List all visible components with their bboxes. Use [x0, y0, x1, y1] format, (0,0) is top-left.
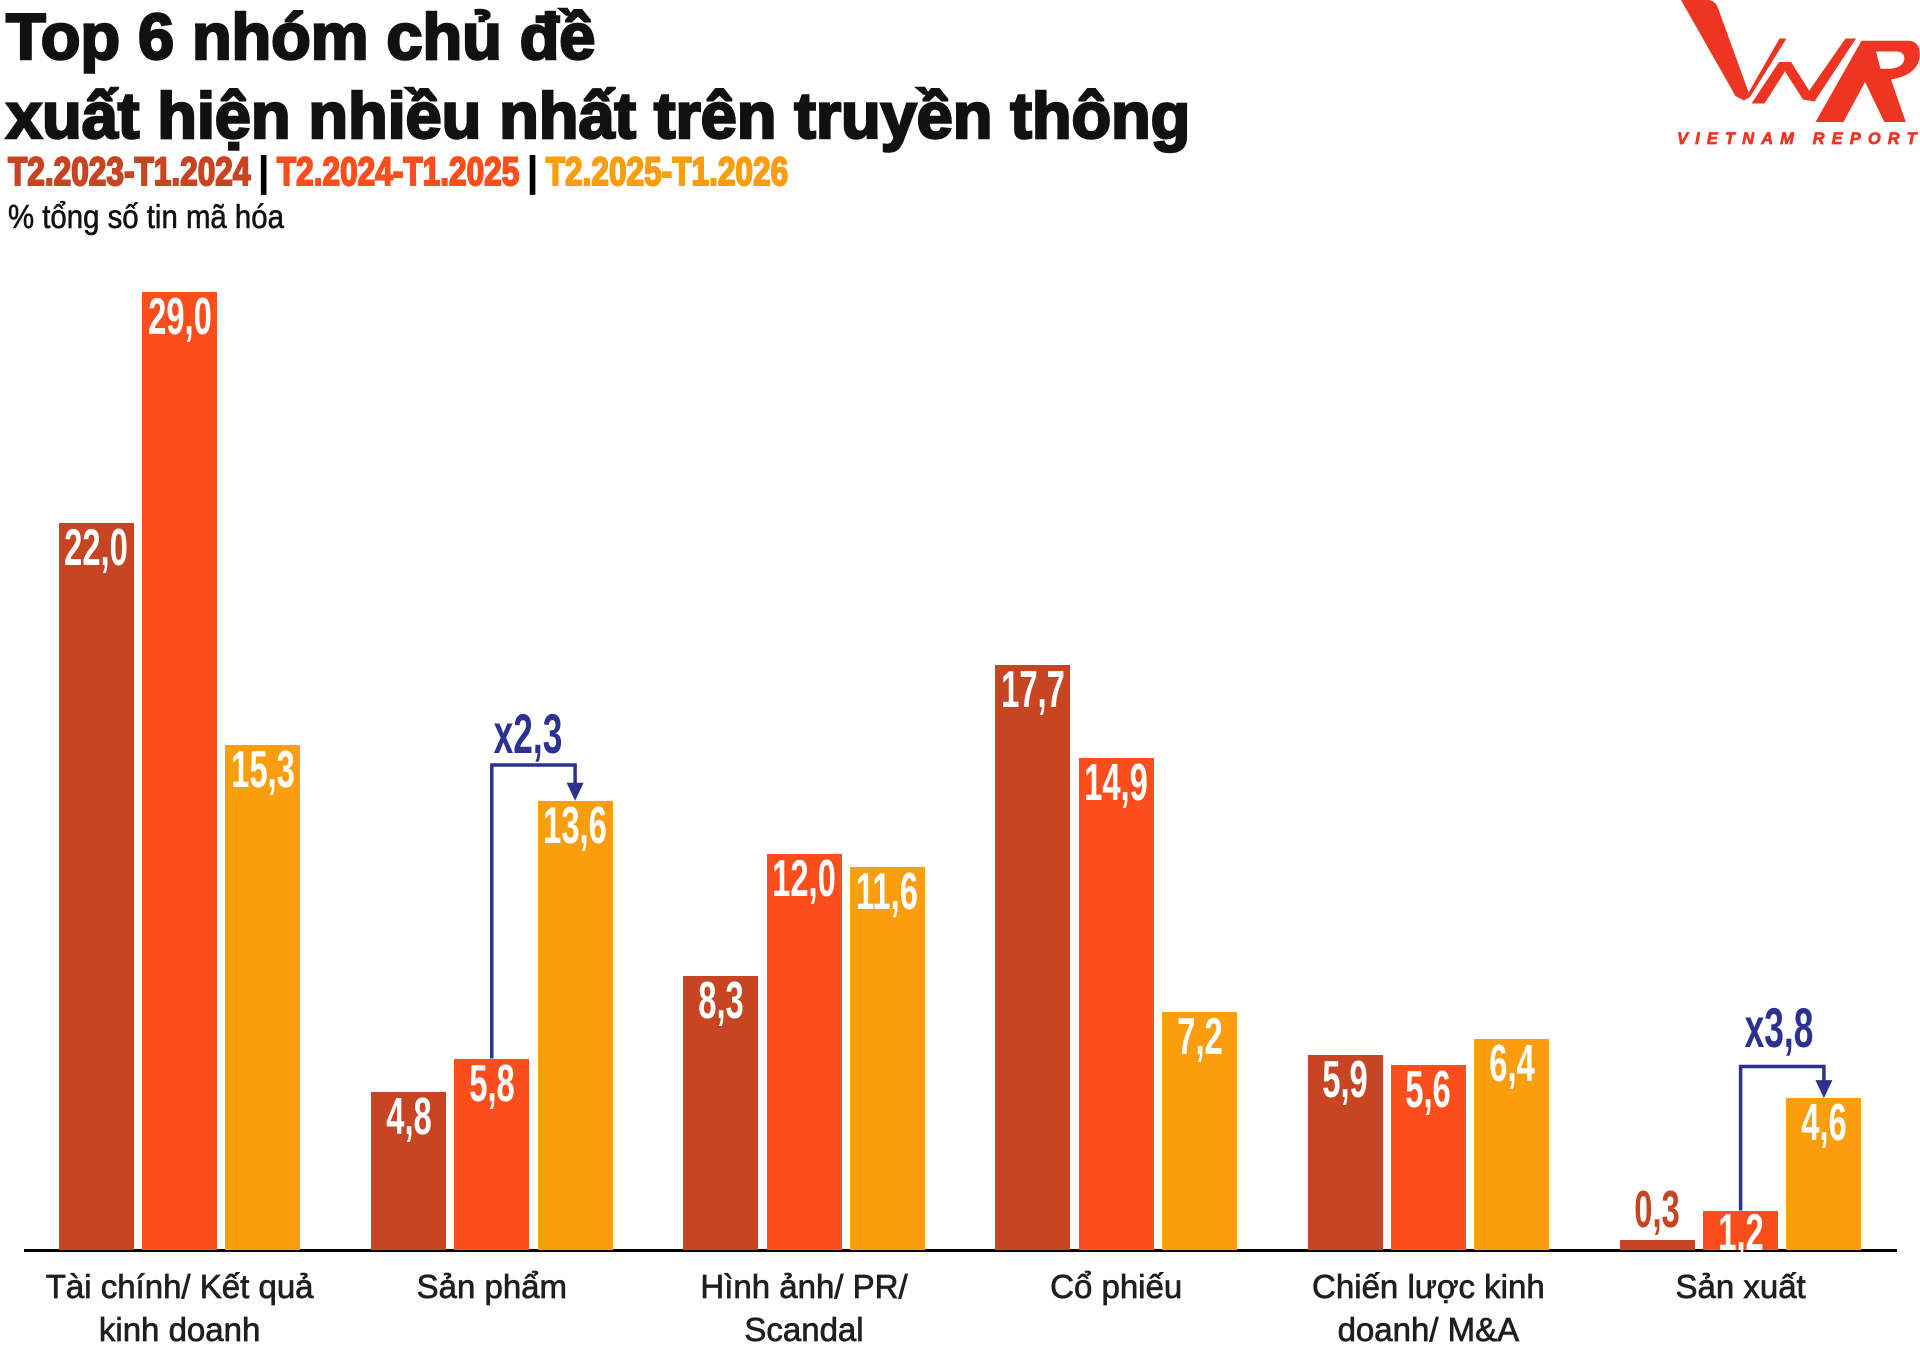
svg-text:VIETNAM REPORT: VIETNAM REPORT: [1677, 130, 1920, 148]
